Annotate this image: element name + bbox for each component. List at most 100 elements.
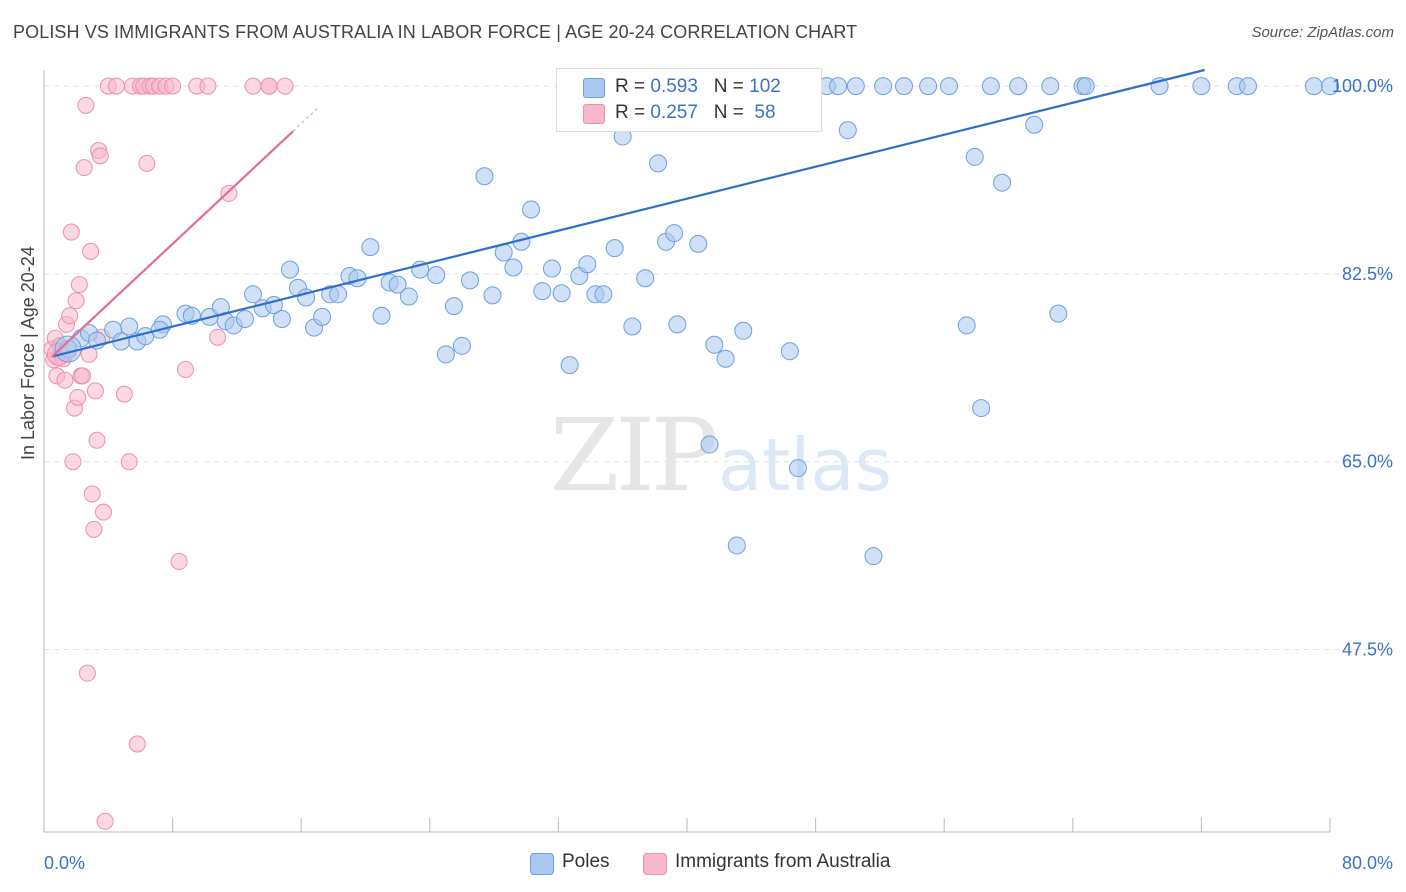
- data-point-immigrants: [199, 77, 217, 95]
- data-point-immigrants: [276, 77, 294, 95]
- data-point-poles: [605, 239, 624, 258]
- data-point-immigrants: [74, 367, 92, 385]
- data-point-poles: [1304, 77, 1323, 96]
- data-point-immigrants: [82, 242, 100, 260]
- data-point-poles: [388, 275, 407, 294]
- data-point-poles: [399, 287, 418, 306]
- bottom-legend-swatch-immigrants: [643, 853, 667, 875]
- data-point-poles: [727, 536, 746, 555]
- data-point-immigrants: [67, 292, 85, 310]
- data-point-immigrants: [220, 184, 238, 202]
- data-point-immigrants: [75, 159, 93, 177]
- data-point-poles: [272, 309, 291, 328]
- bottom-legend-swatch-poles: [530, 853, 554, 875]
- data-point-poles: [1321, 77, 1339, 96]
- y-tick-label: 82.5%: [1342, 264, 1393, 284]
- data-point-poles: [705, 335, 724, 354]
- data-point-immigrants: [107, 77, 125, 95]
- data-point-poles: [846, 77, 865, 96]
- data-point-poles: [427, 265, 446, 284]
- legend-n-value: 58: [749, 102, 776, 123]
- data-point-poles: [1049, 304, 1068, 323]
- data-point-poles: [668, 315, 687, 334]
- data-point-poles: [578, 255, 597, 274]
- data-point-poles: [552, 284, 571, 303]
- data-point-immigrants: [115, 385, 133, 403]
- tick-labels: 47.5% 65.0% 82.5% 100.0% 0.0% 80.0%: [44, 76, 1393, 873]
- data-point-poles: [965, 147, 984, 166]
- x-tick-label-max: 80.0%: [1342, 853, 1393, 873]
- data-point-poles: [874, 77, 893, 96]
- data-point-poles: [838, 121, 857, 140]
- data-point-immigrants: [96, 812, 114, 830]
- y-tick-label: 100.0%: [1332, 76, 1393, 96]
- source-label: Source: ZipAtlas.com: [1251, 24, 1394, 41]
- data-point-poles: [1025, 115, 1044, 134]
- data-point-poles: [533, 282, 552, 301]
- trend-extension-immigrants: [292, 108, 318, 132]
- data-point-immigrants: [88, 431, 106, 449]
- bottom-legend-label-immigrants: Immigrants from Australia: [675, 851, 891, 872]
- data-point-poles: [895, 77, 914, 96]
- data-point-poles: [542, 259, 561, 278]
- trend-lines: [51, 68, 1205, 358]
- data-point-immigrants: [120, 453, 138, 471]
- watermark-zip: ZIP: [550, 397, 715, 514]
- data-point-poles: [361, 238, 380, 257]
- data-point-poles: [972, 399, 991, 418]
- legend-r-label: R =: [615, 102, 651, 123]
- trend-line-poles: [51, 68, 1205, 358]
- legend-swatch-poles: [583, 78, 605, 98]
- data-point-poles: [594, 285, 613, 304]
- data-point-poles: [444, 297, 463, 316]
- data-point-poles: [981, 77, 1000, 96]
- data-point-poles: [372, 306, 391, 325]
- data-point-poles: [243, 285, 262, 304]
- legend-n-label: N =: [713, 76, 750, 97]
- data-point-poles: [1239, 77, 1258, 96]
- data-point-poles: [475, 167, 494, 186]
- data-point-immigrants: [138, 154, 156, 172]
- data-point-poles: [1192, 77, 1211, 96]
- data-point-immigrants: [78, 664, 96, 682]
- data-point-poles: [235, 309, 254, 328]
- data-point-immigrants: [209, 328, 227, 346]
- legend-n-label: N =: [713, 102, 750, 123]
- legend-box: R = 0.593 N = 102 R = 0.257 N = 58: [556, 68, 822, 132]
- data-point-poles: [734, 321, 753, 340]
- data-point-poles: [665, 224, 684, 243]
- data-point-poles: [689, 234, 708, 253]
- data-point-immigrants: [176, 360, 194, 378]
- data-point-poles: [636, 269, 655, 288]
- legend-swatch-immigrants: [583, 104, 605, 124]
- data-point-poles: [280, 260, 299, 279]
- data-point-immigrants: [244, 77, 262, 95]
- data-point-poles: [1076, 77, 1095, 96]
- data-point-immigrants: [94, 503, 112, 521]
- watermark: ZIP atlas: [550, 397, 892, 514]
- data-point-poles: [649, 154, 668, 173]
- data-point-poles: [120, 317, 139, 336]
- data-point-poles: [460, 271, 479, 290]
- series-immigrants-from-australia: [43, 77, 294, 830]
- data-point-poles: [716, 349, 735, 368]
- data-point-immigrants: [69, 388, 87, 406]
- legend-n-value: 102: [749, 76, 781, 97]
- data-point-poles: [522, 200, 541, 219]
- data-point-immigrants: [164, 77, 182, 95]
- data-point-immigrants: [56, 371, 74, 389]
- legend-r-label: R =: [615, 76, 651, 97]
- bottom-legend-label-poles: Poles: [562, 851, 610, 872]
- data-point-immigrants: [85, 520, 103, 538]
- trend-line-immigrants: [51, 130, 294, 358]
- data-point-poles: [483, 286, 502, 305]
- data-point-immigrants: [260, 77, 278, 95]
- data-point-immigrants: [86, 382, 104, 400]
- data-point-poles: [329, 285, 348, 304]
- data-point-immigrants: [91, 147, 109, 165]
- y-tick-label: 47.5%: [1342, 640, 1393, 660]
- data-point-poles: [919, 77, 938, 96]
- legend-r-value: 0.257: [650, 102, 698, 123]
- y-axis-label: In Labor Force | Age 20-24: [18, 246, 38, 460]
